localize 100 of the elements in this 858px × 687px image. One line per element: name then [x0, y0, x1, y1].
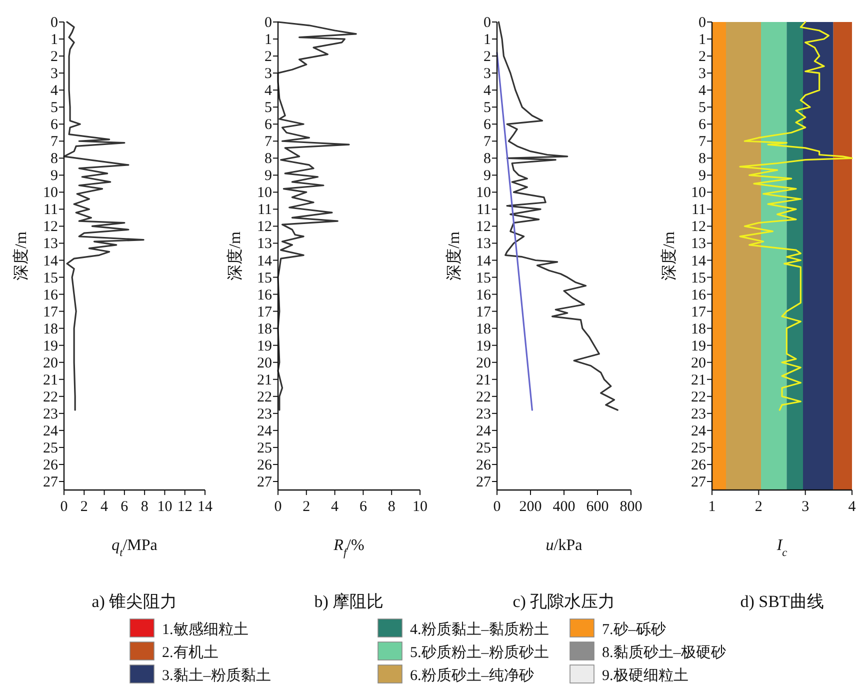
y-tick-label: 21	[476, 372, 491, 388]
y-tick-label: 2	[50, 49, 58, 66]
y-tick-label: 25	[257, 440, 272, 456]
y-tick-label: 5	[698, 100, 706, 116]
y-tick-label: 20	[43, 355, 58, 372]
y-tick-label: 5	[50, 100, 58, 116]
y-tick-label: 20	[476, 355, 491, 372]
y-tick-label: 24	[257, 423, 272, 440]
y-tick-label: 11	[476, 202, 491, 218]
y-tick-label: 7	[264, 134, 272, 150]
y-tick-label: 5	[484, 100, 491, 116]
y-tick-label: 8	[264, 151, 272, 168]
y-axis-title: 深度/m	[445, 231, 463, 280]
y-tick-label: 19	[43, 338, 58, 354]
y-tick-label: 21	[691, 372, 706, 388]
x-axis-title: u/kPa	[546, 537, 582, 554]
y-tick-label: 6	[264, 117, 272, 134]
x-tick-label: 10	[157, 499, 172, 515]
category-label: 4.粉质黏土–黏质粉土	[410, 621, 549, 638]
y-tick-label: 9	[264, 168, 272, 184]
y-tick-label: 22	[691, 389, 706, 406]
y-tick-label: 4	[698, 83, 706, 100]
text: d) SBT曲线	[740, 592, 824, 611]
y-tick-label: 0	[50, 15, 58, 31]
y-tick-label: 7	[50, 134, 58, 150]
x-tick-label: 14	[198, 499, 213, 515]
y-tick-label: 15	[691, 270, 706, 286]
y-tick-label: 26	[43, 457, 58, 474]
y-tick-label: 16	[43, 287, 58, 304]
y-tick-label: 0	[264, 15, 272, 31]
y-tick-label: 13	[476, 236, 491, 252]
y-tick-label: 18	[43, 321, 58, 338]
y-tick-label: 2	[484, 49, 491, 66]
x-tick-label: 8	[388, 499, 396, 515]
y-tick-label: 11	[258, 202, 272, 218]
x-tick-label: 200	[519, 499, 542, 515]
y-tick-label: 20	[257, 355, 272, 372]
y-tick-label: 27	[43, 474, 58, 490]
y-tick-label: 8	[698, 151, 706, 168]
y-tick-label: 12	[43, 219, 58, 236]
y-tick-label: 26	[257, 457, 272, 474]
y-tick-label: 3	[484, 66, 491, 82]
y-tick-label: 19	[691, 338, 706, 354]
y-tick-label: 23	[476, 406, 491, 422]
x-tick-label: 4	[331, 499, 340, 515]
x-tick-label: 4	[848, 499, 856, 515]
x-tick-label: 2	[302, 499, 310, 515]
y-tick-label: 21	[257, 372, 272, 388]
y-tick-label: 12	[691, 219, 706, 236]
category-label: 7.砂–砾砂	[602, 621, 666, 638]
x-tick-label: 4	[100, 499, 109, 515]
line-series	[498, 21, 618, 411]
y-tick-label: 25	[43, 440, 58, 456]
y-tick-label: 6	[50, 117, 58, 134]
y-tick-label: 23	[43, 406, 58, 422]
y-tick-label: 9	[698, 168, 706, 184]
category-label: 8.黏质砂土–极硬砂	[602, 644, 726, 661]
y-tick-label: 18	[691, 321, 706, 338]
y-tick-label: 14	[476, 253, 492, 270]
y-tick-label: 10	[43, 185, 58, 202]
x-tick-label: 10	[412, 499, 428, 515]
category-label: 2.有机土	[162, 644, 218, 661]
y-tick-label: 5	[264, 100, 272, 116]
y-axis-title: 深度/m	[12, 231, 30, 280]
y-tick-label: 4	[484, 83, 492, 100]
y-tick-label: 7	[698, 134, 706, 150]
y-tick-label: 25	[691, 440, 706, 456]
y-tick-label: 21	[43, 372, 58, 388]
y-tick-label: 19	[476, 338, 491, 354]
y-tick-label: 22	[257, 389, 272, 406]
y-tick-label: 13	[691, 236, 706, 252]
x-tick-label: 2	[80, 499, 88, 515]
x-axis-title: I$_{c}$	[776, 537, 788, 559]
x-tick-label: 600	[586, 499, 609, 515]
y-tick-label: 11	[44, 202, 58, 218]
text: c) 孔隙水压力	[512, 592, 616, 611]
y-tick-label: 8	[50, 151, 58, 168]
y-tick-label: 0	[698, 15, 706, 31]
y-tick-label: 25	[476, 440, 491, 456]
y-tick-label: 3	[698, 66, 706, 82]
y-tick-label: 9	[50, 168, 58, 184]
y-tick-label: 18	[476, 321, 491, 338]
category-label: 6.粉质砂土–纯净砂	[410, 667, 534, 684]
y-tick-label: 20	[691, 355, 706, 372]
y-tick-label: 17	[691, 304, 706, 320]
y-tick-label: 10	[691, 185, 706, 202]
y-tick-label: 8	[484, 151, 491, 168]
y-tick-label: 15	[476, 270, 491, 286]
x-tick-label: 3	[802, 499, 810, 515]
y-tick-label: 4	[264, 83, 272, 100]
x-tick-label: 8	[140, 499, 148, 515]
y-tick-label: 1	[698, 32, 706, 48]
y-tick-label: 11	[692, 202, 706, 218]
y-tick-label: 6	[698, 117, 706, 134]
y-tick-label: 24	[43, 423, 58, 440]
y-tick-label: 13	[257, 236, 272, 252]
y-tick-label: 3	[50, 66, 58, 82]
y-tick-label: 24	[476, 423, 492, 440]
category-label: 5.砂质粉土–粉质砂土	[410, 644, 549, 661]
y-tick-label: 27	[476, 474, 492, 490]
